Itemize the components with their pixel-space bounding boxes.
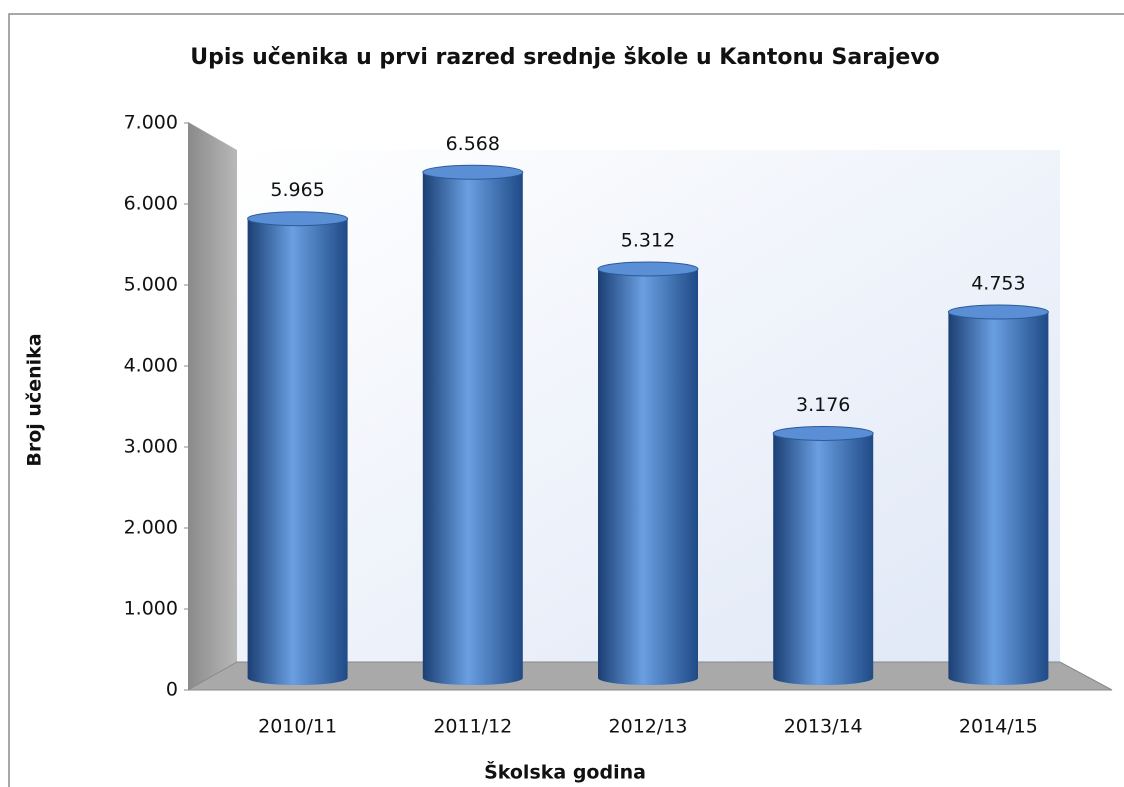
bar bbox=[422, 172, 523, 685]
value-label: 4.753 bbox=[971, 273, 1025, 295]
value-label: 5.965 bbox=[270, 179, 324, 201]
value-label: 6.568 bbox=[446, 133, 500, 155]
y-tick-label: 6.000 bbox=[124, 193, 178, 215]
x-tick-label: 2013/14 bbox=[784, 716, 863, 738]
bar bbox=[773, 433, 874, 685]
bar-top bbox=[947, 304, 1049, 320]
frame bbox=[8, 13, 1124, 787]
y-tick-label: 7.000 bbox=[124, 112, 178, 134]
y-tick-label: 2.000 bbox=[124, 517, 178, 539]
value-label: 3.176 bbox=[796, 394, 850, 416]
y-tick-label: 0 bbox=[166, 679, 178, 701]
bar-top bbox=[772, 425, 874, 441]
bar-top bbox=[597, 261, 699, 277]
bar-top bbox=[247, 211, 349, 227]
y-axis-label: Broj učenika bbox=[24, 333, 46, 466]
y-tick-label: 4.000 bbox=[124, 355, 178, 377]
y-tick-label: 3.000 bbox=[124, 436, 178, 458]
value-label: 5.312 bbox=[621, 229, 675, 251]
bar-top bbox=[422, 164, 524, 180]
y-tick-label: 1.000 bbox=[124, 598, 178, 620]
x-axis-label: Školska godina bbox=[484, 760, 646, 784]
x-tick-label: 2014/15 bbox=[959, 716, 1038, 738]
bar bbox=[948, 312, 1049, 685]
x-tick-label: 2011/12 bbox=[433, 716, 512, 738]
bar bbox=[247, 218, 348, 685]
chart-title: Upis učenika u prvi razred srednje škole… bbox=[190, 45, 940, 70]
x-tick-label: 2012/13 bbox=[609, 716, 688, 738]
side-wall bbox=[188, 122, 237, 690]
bar bbox=[598, 268, 698, 685]
y-tick-label: 5.000 bbox=[124, 274, 178, 296]
x-tick-label: 2010/11 bbox=[258, 716, 337, 738]
